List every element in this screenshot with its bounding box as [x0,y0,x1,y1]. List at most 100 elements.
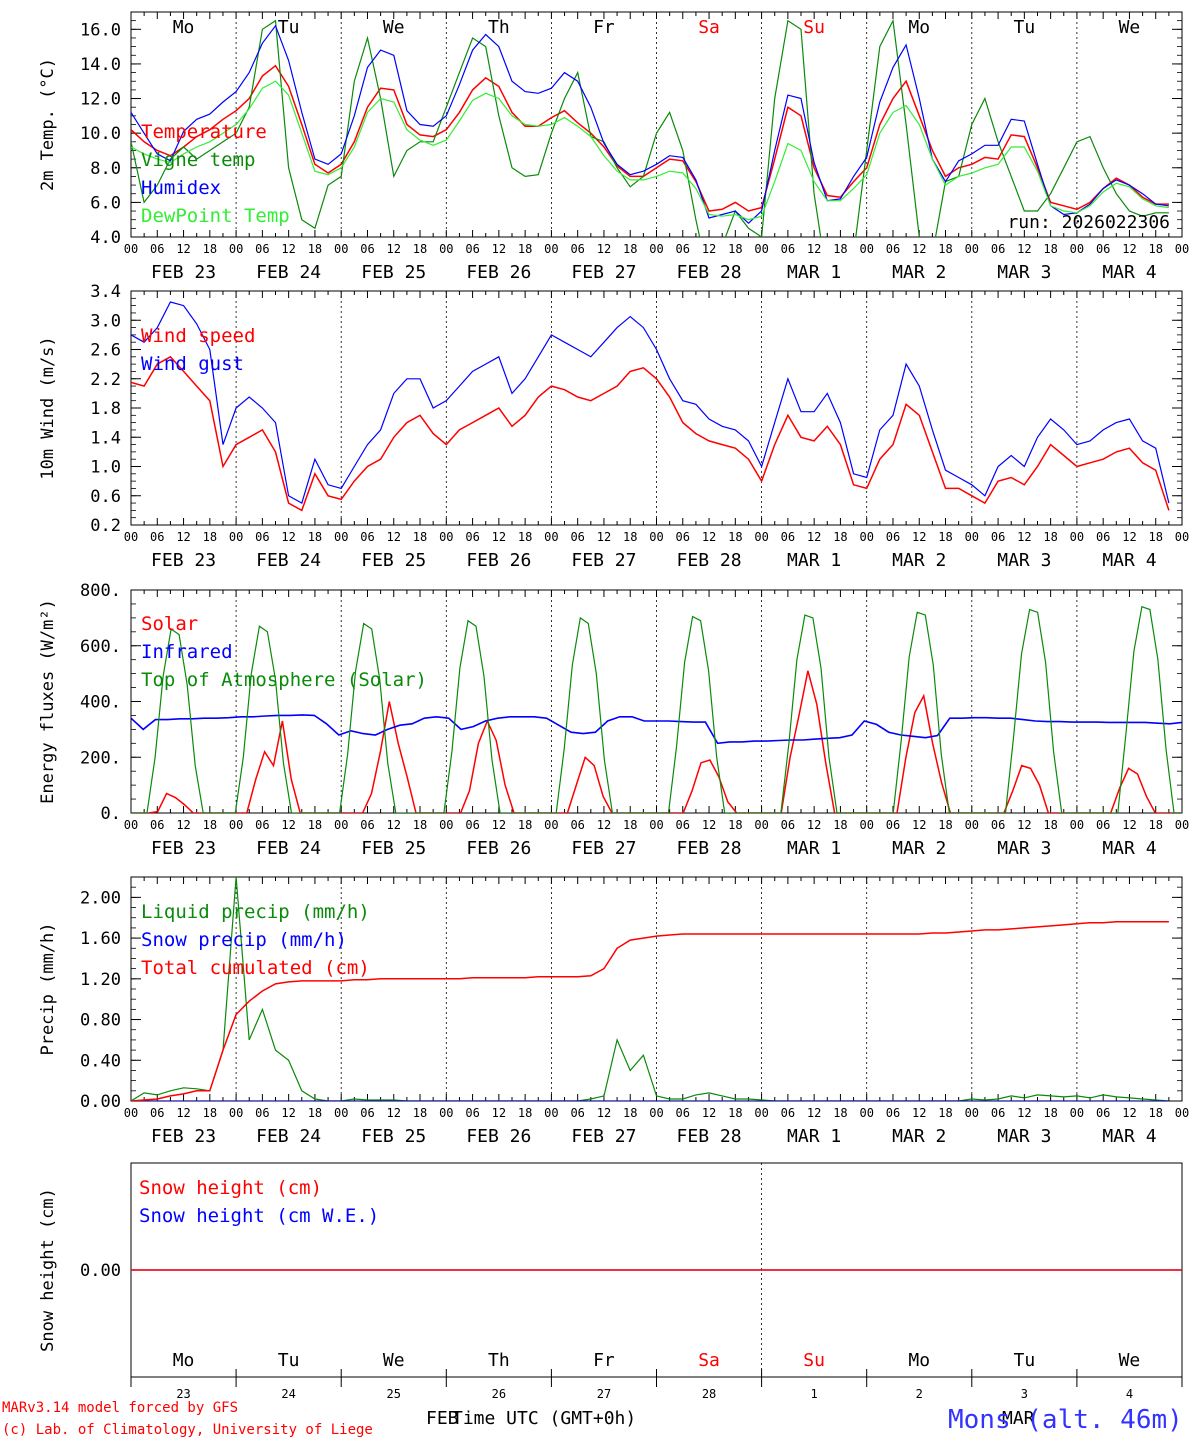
series-line-wind-speed [131,355,1170,512]
month-label-feb: FEB [426,1408,459,1429]
panel-4: 00 06 12 18 00 06 12 18 00 06 12 18 00 06 12 18 00 06 12 18… [38,876,1189,1147]
x-date-label: MAR 1 [787,838,841,859]
x-tick-label-hour: 12 [281,818,295,832]
weekday-label: Tu [1014,17,1036,38]
x-day-number: 24 [281,1387,295,1401]
x-tick-label-hour: 18 [1148,1106,1162,1120]
x-tick-label-hour: 18 [938,1106,952,1120]
series-line-vigne-temp [131,18,1169,237]
x-tick-label-hour: 00 [439,530,453,544]
x-date-label: FEB 28 [677,1126,742,1147]
x-tick-label-hour: 06 [676,242,690,256]
weekday-label: Th [488,17,510,38]
weekday-label: Fr [593,17,615,38]
x-tick-label-hour: 18 [203,530,217,544]
x-date-label: MAR 4 [1102,262,1156,283]
x-date-label: FEB 27 [571,838,636,859]
x-date-label: MAR 2 [892,262,946,283]
weekday-label: We [1119,1350,1141,1371]
x-tick-label-hour: 12 [492,242,506,256]
series-line-liquid-precip-mm-h [131,877,1169,1101]
legend-top-of-atmosphere-solar: Top of Atmosphere (Solar) [141,669,427,691]
weekday-label: We [383,17,405,38]
legend-humidex: Humidex [141,177,221,199]
y-tick-label: 2.2 [90,370,121,390]
x-tick-label-hour: 18 [623,1106,637,1120]
x-tick-label-hour: 12 [807,1106,821,1120]
x-tick-label-hour: 06 [570,530,584,544]
x-tick-label-hour: 06 [991,818,1005,832]
x-tick-label-hour: 12 [176,530,190,544]
x-date-label: FEB 24 [256,262,321,283]
x-tick-label-hour: 06 [886,818,900,832]
x-tick-label-hour: 06 [991,1106,1005,1120]
legend-wind-gust: Wind gust [141,353,244,375]
y-tick-label: 4.0 [90,228,121,248]
x-tick-label-hour: 18 [1043,530,1057,544]
x-tick-label-hour: 18 [1148,242,1162,256]
x-tick-label-hour: 18 [938,530,952,544]
x-day-number: 2 [916,1387,923,1401]
x-tick-label-hour: 06 [1096,818,1110,832]
x-tick-label-hour: 18 [623,818,637,832]
x-tick-label-hour: 18 [938,242,952,256]
x-tick-label-hour: 18 [728,242,742,256]
x-tick-label-hour: 18 [1043,818,1057,832]
y-axis-title: Energy fluxes (W/m²) [38,599,58,804]
x-tick-label-hour: 12 [912,1106,926,1120]
panel-5: 23 24 25 26 27 28 1 2 3 4Mo Tu We Th Fr Sa Su Mo Tu We0.00… [38,1162,1183,1401]
series-line-top-of-atmosphere-solar [131,605,1182,813]
x-tick-label-hour: 00 [965,530,979,544]
x-tick-label-hour: 06 [150,530,164,544]
y-tick-label: 1.20 [80,970,121,990]
weekday-label: Tu [278,1350,300,1371]
x-date-label: FEB 26 [466,1126,531,1147]
y-tick-label: 12.0 [80,90,121,110]
x-tick-label-hour: 06 [570,818,584,832]
x-tick-label-hour: 12 [1017,1106,1031,1120]
weekday-label: Sa [698,17,720,38]
x-tick-label-hour: 00 [649,242,663,256]
x-date-label: MAR 4 [1102,1126,1156,1147]
x-tick-label-hour: 06 [781,530,795,544]
x-date-label: FEB 28 [677,262,742,283]
x-tick-label-hour: 18 [518,242,532,256]
weekday-label: Fr [593,1350,615,1371]
x-tick-label-hour: 12 [702,530,716,544]
x-tick-label-hour: 00 [649,818,663,832]
x-tick-label-hour: 12 [597,1106,611,1120]
y-tick-label: 0. [101,804,121,824]
x-tick-label-hour: 12 [281,530,295,544]
x-tick-label-hour: 00 [1175,818,1189,832]
y-tick-label: 16.0 [80,20,121,40]
x-date-label: FEB 23 [151,262,216,283]
x-tick-label-hour: 06 [781,1106,795,1120]
weekday-label: Mo [173,1350,195,1371]
x-tick-label-hour: 18 [203,242,217,256]
x-tick-label-hour: 00 [229,242,243,256]
x-tick-label-hour: 00 [229,818,243,832]
x-date-label: FEB 25 [361,838,426,859]
x-tick-label-hour: 12 [281,1106,295,1120]
x-tick-label-hour: 00 [754,530,768,544]
x-date-label: FEB 23 [151,838,216,859]
y-tick-label: 8.0 [90,159,121,179]
x-tick-label-hour: 18 [308,530,322,544]
x-date-label: FEB 24 [256,838,321,859]
x-date-label: FEB 24 [256,550,321,571]
x-tick-label-hour: 06 [255,818,269,832]
x-date-label: FEB 26 [466,838,531,859]
x-tick-label-hour: 12 [702,1106,716,1120]
legend-dewpoint-temp: DewPoint Temp [141,205,290,227]
x-tick-label-hour: 18 [203,1106,217,1120]
x-tick-label-hour: 00 [754,818,768,832]
x-date-label: FEB 26 [466,550,531,571]
panel-2: 00 06 12 18 00 06 12 18 00 06 12 18 00 06 12 18 00 06 12 18… [38,282,1189,571]
x-tick-label-hour: 00 [124,242,138,256]
y-tick-label: 0.80 [80,1011,121,1031]
x-tick-label-hour: 06 [991,242,1005,256]
x-tick-label-hour: 06 [465,530,479,544]
x-tick-label-hour: 12 [1017,818,1031,832]
x-tick-label-hour: 06 [360,530,374,544]
